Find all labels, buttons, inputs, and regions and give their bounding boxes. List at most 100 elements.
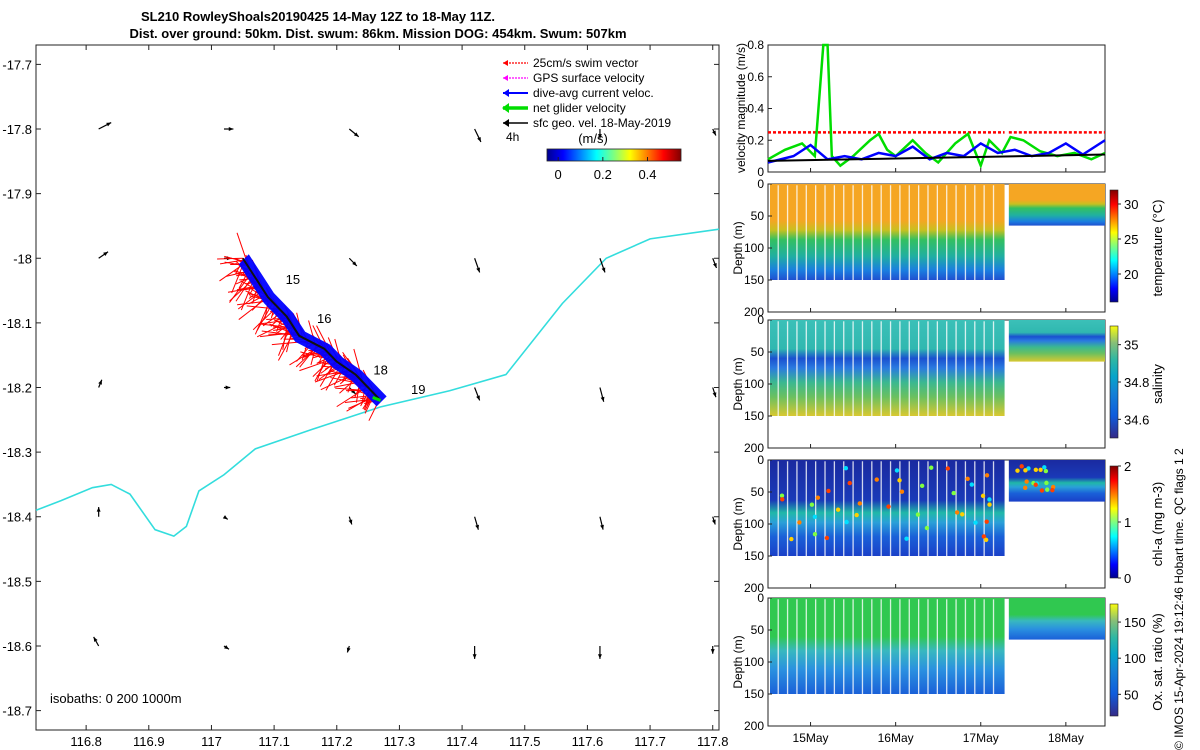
colorbar-unit-label: (m/s) <box>578 131 608 146</box>
temperature-field-block <box>770 184 1005 280</box>
velocity-y-tick-label: 0.6 <box>747 70 764 84</box>
track-day-label: 16 <box>317 311 331 326</box>
track-day-label: 15 <box>286 272 300 287</box>
geo-velocity-arrowhead <box>222 515 228 520</box>
chl-a-high-value-point <box>1044 480 1049 486</box>
temperature-y-tick-label: 50 <box>751 209 765 223</box>
chl-a-high-value-point <box>1038 467 1043 473</box>
oxygen-field-block-late <box>1008 598 1105 640</box>
current-vector-band <box>238 254 387 407</box>
velocity-y-tick-label: 0.4 <box>747 102 764 116</box>
map-y-tick-label: -18.7 <box>2 704 32 719</box>
chl-a-high-value-point <box>824 535 830 541</box>
salinity-field-block-late <box>1008 320 1105 362</box>
chl-a-high-value-point <box>899 489 905 494</box>
chl-a-y-tick-label: 100 <box>744 517 764 531</box>
chl-a-high-value-point <box>1033 482 1038 487</box>
geo-velocity-arrowhead <box>93 636 98 642</box>
legend-swim-arrowhead <box>503 60 508 66</box>
chl-a-cbar-tick-label: 0 <box>1124 571 1131 586</box>
map-y-tick-label: -18.4 <box>2 510 32 525</box>
net-velocity-arrow <box>372 396 382 402</box>
chl-a-high-value-point <box>1050 487 1055 493</box>
chl-a-high-value-point <box>981 534 987 539</box>
chl-a-high-value-point <box>835 507 841 512</box>
map-y-tick-label: -18.5 <box>2 574 32 589</box>
geo-velocity-arrowhead <box>710 649 715 654</box>
chl-a-high-value-point <box>924 525 930 531</box>
temperature-field-block-late <box>1008 184 1105 226</box>
chl-a-y-tick-label: 200 <box>744 581 764 595</box>
geo-velocity-arrowhead <box>711 519 716 525</box>
chl-a-y-tick-label: 50 <box>751 485 765 499</box>
legend-geo-label: sfc geo. vel. 18-May-2019 <box>533 116 671 130</box>
footer-stamp: © IMOS 15-Apr-2024 19:12:46 Hobart time.… <box>1172 448 1186 750</box>
chl-a-high-value-point <box>812 514 818 519</box>
chl-a-y-tick-label: 0 <box>757 453 764 467</box>
velocity-axes-frame <box>767 44 1106 173</box>
glider-track <box>238 254 387 407</box>
time-x-tick-label: 16May <box>878 731 914 745</box>
salinity-y-tick-label: 50 <box>751 345 765 359</box>
chl-a-y-label: Depth (m) <box>731 497 745 550</box>
geo-velocity-arrowhead <box>601 267 606 273</box>
chl-a-cbar-tick-label: 2 <box>1124 459 1131 474</box>
isobath-layer <box>35 228 720 538</box>
map-x-tick-label: 117.2 <box>321 734 353 749</box>
chl-a-high-value-point <box>951 490 956 496</box>
glider-track-line <box>241 257 382 402</box>
chl-a-high-value-point <box>779 493 785 498</box>
map-y-tick-label: -18 <box>13 251 32 266</box>
chl-a-high-value-point <box>809 502 815 507</box>
chl-a-high-value-point <box>894 468 900 473</box>
legend-geo-arrowhead <box>503 119 509 127</box>
temperature-cbar-tick-label: 20 <box>1124 267 1138 282</box>
temperature-cbar-tick-label: 30 <box>1124 197 1138 212</box>
oxygen-cbar-tick-label: 50 <box>1124 687 1138 702</box>
geo-velocity-arrowhead <box>352 261 357 267</box>
chl-a-high-value-point <box>789 536 794 542</box>
map-y-tick-label: -18.2 <box>2 381 32 396</box>
chl-a-high-value-point <box>780 497 785 502</box>
map-y-tick-label: -18.1 <box>2 316 32 331</box>
salinity-y-label: Depth (m) <box>731 357 745 410</box>
chl-a-high-value-point <box>886 504 891 509</box>
chl-a-cbar-tick-label: 1 <box>1124 515 1131 530</box>
geo-velocity-arrowhead <box>713 262 717 268</box>
chl-a-high-value-point <box>1023 485 1028 491</box>
chl-a-high-value-point <box>960 512 965 517</box>
map-x-tick-label: 117.3 <box>384 734 416 749</box>
oxygen-y-tick-label: 200 <box>744 719 764 733</box>
temperature-y-tick-label: 100 <box>744 241 764 255</box>
chl-a-high-value-point <box>826 488 831 494</box>
geo-velocity-arrowhead <box>712 130 716 136</box>
geo-velocity-arrowhead <box>98 379 102 385</box>
temperature-y-tick-label: 0 <box>757 177 764 191</box>
track-day-label: 19 <box>411 382 425 397</box>
temperature-y-tick-label: 200 <box>744 305 764 319</box>
chl-a-high-value-point <box>954 510 960 515</box>
geo-velocity-arrowhead <box>228 127 234 131</box>
map-x-tick-label: 117 <box>201 734 222 749</box>
chl-a-high-value-point <box>897 478 902 483</box>
chl-a-high-value-point <box>904 536 909 541</box>
chl-a-high-value-point <box>987 502 992 507</box>
oxygen-colorbar <box>1109 603 1119 717</box>
geo-velocity-arrowhead <box>477 136 481 142</box>
geo-velocity-arrowhead <box>348 519 353 525</box>
chl-a-high-value-point <box>874 477 879 482</box>
oxygen-y-tick-label: 150 <box>744 687 764 701</box>
temperature-cbar-tick-label: 25 <box>1124 232 1138 247</box>
net-speed-series <box>767 43 1106 170</box>
oxygen-y-tick-label: 100 <box>744 655 764 669</box>
isobath-1000m-line <box>35 228 720 538</box>
chl-a-high-value-point <box>969 482 974 487</box>
chl-a-y-tick-label: 150 <box>744 549 764 563</box>
geo-velocity-arrowhead <box>346 647 351 653</box>
geo-velocity-arrowhead <box>476 267 480 273</box>
legend-4h-label: 4h <box>506 130 519 144</box>
geo-velocity-arrowhead <box>600 396 605 402</box>
map-y-tick-label: -18.6 <box>2 639 32 654</box>
chl-a-high-value-point <box>987 497 992 502</box>
colorbar-tick-label: 0.4 <box>638 167 656 182</box>
